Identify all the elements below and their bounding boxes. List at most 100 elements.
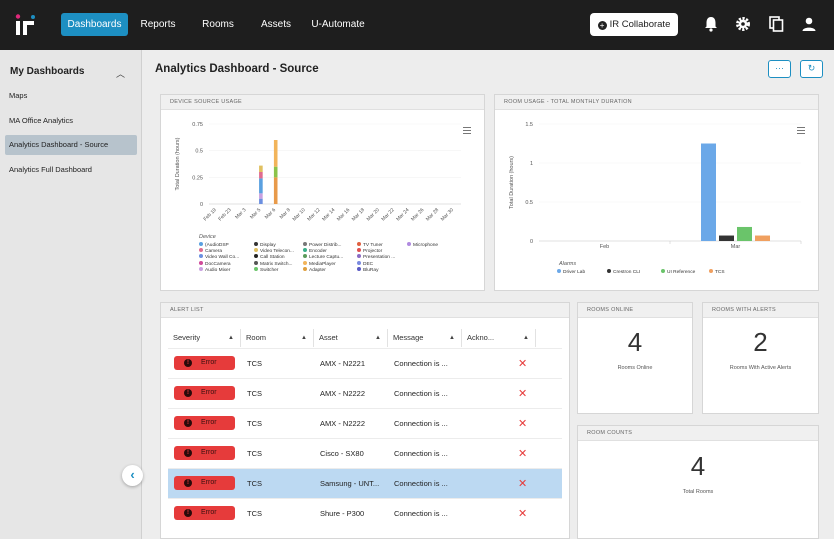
collapse-sidebar-button[interactable]: ‹ <box>122 465 143 486</box>
legend-item[interactable]: Crestron CLI <box>607 269 640 275</box>
more-options-button[interactable]: ··· <box>768 60 791 78</box>
nav-tab-dashboards[interactable]: Dashboards <box>61 13 128 36</box>
legend-dot <box>357 260 361 265</box>
sort-arrow-icon[interactable]: ▲ <box>523 335 529 341</box>
close-icon[interactable]: ✕ <box>518 478 528 490</box>
sidebar-item-analytics-dashboard-source[interactable]: Analytics Dashboard - Source <box>5 135 137 155</box>
nav-tab-reports[interactable]: Reports <box>140 19 176 30</box>
status-badge: ! Error <box>174 506 235 520</box>
legend-item[interactable]: DEC <box>357 260 373 267</box>
bar-segment <box>259 165 263 172</box>
legend-item[interactable]: Video Wall Co... <box>199 254 239 260</box>
legend-item[interactable]: Switcher <box>254 266 278 273</box>
close-icon[interactable]: ✕ <box>518 388 528 400</box>
top-navigation-bar: Dashboards Reports Rooms Assets U-Automa… <box>0 0 834 50</box>
legend-dot <box>357 242 361 246</box>
sidebar-item-ma-office-analytics[interactable]: MA Office Analytics <box>9 116 74 125</box>
legend-dot <box>254 248 258 253</box>
legend-item[interactable]: MediaPlayer <box>303 260 336 267</box>
sidebar-item-analytics-full-dashboard[interactable]: Analytics Full Dashboard <box>9 165 92 174</box>
legend-item[interactable]: UI Reference <box>661 269 695 275</box>
legend-item[interactable]: Audio Mixer <box>199 266 230 273</box>
legend-item[interactable]: Encoder <box>303 248 327 254</box>
close-icon[interactable]: ✕ <box>518 508 528 520</box>
column-header-acknowledged[interactable]: Ackno... ▲ <box>462 329 536 347</box>
x-tick-label: Mar 3 <box>234 207 247 220</box>
legend-item[interactable]: Projector <box>357 248 382 254</box>
user-icon[interactable] <box>800 15 818 33</box>
refresh-button[interactable]: ↻ <box>800 60 823 78</box>
legend-item[interactable]: Lecture Captu... <box>303 254 343 260</box>
close-icon[interactable]: ✕ <box>518 448 528 460</box>
status-badge: ! Error <box>174 356 235 370</box>
bar-segment <box>259 198 263 204</box>
room-counts-card: ROOM COUNTS 4 Total Rooms <box>577 425 819 539</box>
bar-segment <box>273 177 278 204</box>
chevron-up-icon[interactable]: ︿ <box>116 69 126 79</box>
legend-item[interactable]: Driver Lab <box>557 269 585 275</box>
y-tick-label: 0.25 <box>192 175 203 181</box>
nav-tab-rooms[interactable]: Rooms <box>202 19 234 30</box>
status-badge: ! Error <box>174 446 235 460</box>
legend-dot <box>254 260 258 265</box>
legend-item[interactable]: TCS <box>709 269 725 275</box>
legend-item[interactable]: Display <box>254 242 276 248</box>
legend-label: (AudioDSP <box>205 243 229 248</box>
rooms-online-value: 4 <box>627 327 643 357</box>
sidebar-item-maps[interactable]: Maps <box>9 91 28 100</box>
x-tick-label: Feb 23 <box>217 207 232 222</box>
sort-arrow-icon[interactable]: ▲ <box>301 335 307 341</box>
table-row[interactable]: ! Error TCS Shure - P300 Connection is ..… <box>168 498 562 528</box>
table-row[interactable]: ! Error TCS AMX - N2222 Connection is ...… <box>168 408 562 438</box>
table-row[interactable]: ! Error TCS AMX - N2221 Connection is ...… <box>168 348 562 378</box>
legend-item[interactable]: BluRay <box>357 266 378 273</box>
legend-item[interactable]: Presentation ... <box>357 254 395 260</box>
sort-arrow-icon[interactable]: ▲ <box>228 335 234 341</box>
ir-collaborate-button[interactable]: + IR Collaborate <box>590 13 678 36</box>
legend-item[interactable]: TV Tuner <box>357 242 383 248</box>
status-badge: ! Error <box>174 416 235 430</box>
legend-item[interactable]: DocCamera <box>199 260 231 267</box>
nav-tab-assets[interactable]: Assets <box>260 19 291 30</box>
rooms-online-label: Rooms Online <box>617 365 653 371</box>
x-tick-label: Mar 28 <box>425 207 440 222</box>
page-title: Analytics Dashboard - Source <box>155 63 319 75</box>
bar <box>737 226 752 241</box>
cell-message: Connection is ... <box>394 479 448 488</box>
sidebar-title[interactable]: My Dashboards <box>10 66 85 77</box>
sort-arrow-icon[interactable]: ▲ <box>449 335 455 341</box>
column-header-message[interactable]: Message ▲ <box>388 329 462 347</box>
column-header-room[interactable]: Room ▲ <box>241 329 314 347</box>
legend-item[interactable]: Power Distrib... <box>303 242 342 248</box>
legend-item[interactable]: Microphone <box>407 242 438 248</box>
legend-item[interactable]: Call Station <box>254 254 285 260</box>
legend-dot <box>607 269 611 273</box>
bell-icon[interactable] <box>702 15 720 33</box>
close-icon[interactable]: ✕ <box>518 358 528 370</box>
table-row-selected[interactable]: ! Error TCS Samsung - UNT... Connection i… <box>168 468 562 498</box>
legend-item[interactable]: Camera <box>199 248 222 254</box>
legend-label: Matrix Switch... <box>260 261 293 267</box>
room-usage-panel: ROOM USAGE - TOTAL MONTHLY DURATION Tota… <box>494 94 819 291</box>
table-row[interactable]: ! Error TCS Cisco - SX80 Connection is ..… <box>168 438 562 468</box>
rooms-online-card: ROOMS ONLINE 4 Rooms Online <box>577 302 693 414</box>
nav-tab-u-automate[interactable]: U-Automate <box>311 19 365 30</box>
legend-item[interactable]: Matrix Switch... <box>254 260 293 267</box>
chart-menu-icon[interactable] <box>797 127 805 134</box>
legend-label: Microphone <box>413 243 439 248</box>
legend-item[interactable]: Video Telecon... <box>254 248 294 254</box>
column-header-severity[interactable]: Severity ▲ <box>168 329 241 347</box>
table-row[interactable]: ! Error TCS AMX - N2222 Connection is ...… <box>168 378 562 408</box>
close-icon[interactable]: ✕ <box>518 418 528 430</box>
chart-menu-icon[interactable] <box>463 127 471 134</box>
copy-icon[interactable] <box>767 15 785 33</box>
sort-arrow-icon[interactable]: ▲ <box>375 335 381 341</box>
y-tick-label: 1 <box>530 161 533 167</box>
error-icon: ! <box>184 389 192 397</box>
column-header-asset[interactable]: Asset ▲ <box>314 329 388 347</box>
gear-icon[interactable] <box>734 15 752 33</box>
cell-asset: Cisco - SX80 <box>320 449 364 458</box>
legend-item[interactable]: Adapter <box>303 266 326 273</box>
legend-item[interactable]: (AudioDSP <box>199 242 229 248</box>
ir-logo-icon[interactable] <box>14 13 38 37</box>
